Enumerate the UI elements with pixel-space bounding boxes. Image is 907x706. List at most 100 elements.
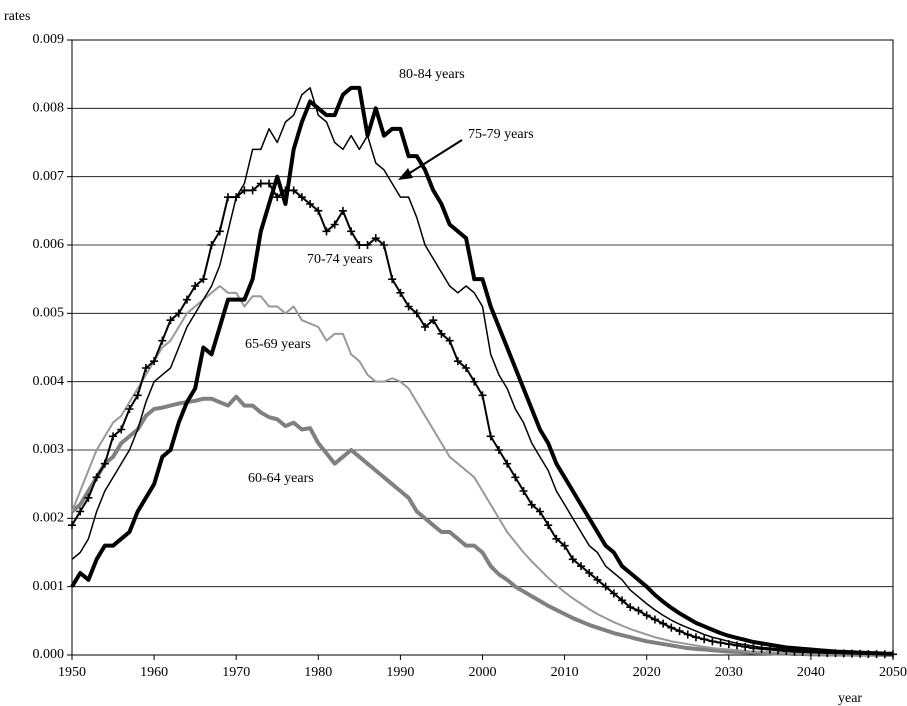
point-marker <box>347 227 356 236</box>
x-tick-label: 2050 <box>879 665 907 680</box>
point-marker <box>708 637 717 646</box>
point-marker <box>757 644 766 653</box>
point-marker <box>421 323 430 331</box>
point-marker <box>388 275 397 284</box>
point-marker <box>166 316 175 325</box>
point-marker <box>355 241 364 249</box>
point-marker <box>158 336 167 345</box>
point-marker <box>338 206 347 215</box>
y-tick-label: 0.001 <box>33 579 65 594</box>
series-line <box>71 285 894 656</box>
y-tick-label: 0.009 <box>33 32 65 47</box>
y-tick-label: 0.003 <box>33 442 65 457</box>
point-marker <box>117 425 126 434</box>
y-tick-label: 0.005 <box>33 306 65 321</box>
y-tick-label: 0.006 <box>33 237 65 252</box>
series-line <box>70 85 894 656</box>
point-marker <box>273 193 282 202</box>
y-axis-label: rates <box>4 9 30 24</box>
annotation-arrowhead <box>398 168 413 180</box>
series-label: 75-79 years <box>468 127 534 142</box>
series-label: 65-69 years <box>245 337 311 352</box>
point-marker <box>470 377 479 386</box>
point-marker <box>429 316 438 325</box>
point-marker <box>133 391 142 400</box>
point-marker <box>150 357 159 366</box>
point-marker <box>322 227 331 236</box>
point-marker <box>494 446 503 454</box>
point-marker <box>92 473 101 482</box>
point-marker <box>675 627 684 636</box>
point-marker <box>297 193 306 202</box>
point-marker <box>609 589 618 598</box>
point-marker <box>568 555 577 564</box>
point-marker <box>363 241 372 249</box>
point-marker <box>248 186 257 195</box>
point-marker <box>453 357 462 366</box>
point-marker <box>199 275 208 284</box>
x-axis-label: year <box>838 691 862 706</box>
point-marker <box>396 288 405 297</box>
point-marker <box>642 611 651 620</box>
x-tick-label: 1980 <box>304 665 332 680</box>
point-marker <box>437 329 446 338</box>
point-marker <box>125 405 134 413</box>
point-marker <box>462 364 471 372</box>
point-marker <box>544 521 553 530</box>
series-label: 70-74 years <box>307 252 373 267</box>
point-marker <box>215 227 224 236</box>
point-marker <box>265 179 274 188</box>
point-marker <box>667 623 676 632</box>
point-marker <box>76 507 85 516</box>
x-tick-label: 1950 <box>58 665 86 680</box>
point-marker <box>404 302 413 311</box>
point-marker <box>659 619 668 628</box>
x-tick-label: 1970 <box>222 665 250 680</box>
point-marker <box>519 487 528 495</box>
point-marker <box>256 179 265 188</box>
plot-frame <box>71 39 894 656</box>
point-marker <box>650 615 659 624</box>
point-marker <box>511 473 520 482</box>
point-marker <box>174 309 183 318</box>
point-marker <box>700 635 709 644</box>
y-tick-label: 0.007 <box>33 169 65 184</box>
point-marker <box>240 186 249 195</box>
y-tick-label: 0.004 <box>33 374 65 389</box>
point-marker <box>634 606 643 615</box>
point-marker <box>84 493 93 502</box>
point-marker <box>593 575 602 584</box>
point-marker <box>691 633 700 642</box>
series-label: 80-84 years <box>399 67 465 82</box>
series-line <box>70 394 893 657</box>
point-marker <box>503 459 512 468</box>
point-marker <box>765 645 774 654</box>
point-marker <box>577 562 586 571</box>
point-marker <box>100 459 109 468</box>
series-line <box>71 87 894 655</box>
x-tick-label: 2010 <box>551 665 579 680</box>
point-marker <box>683 630 692 639</box>
point-marker <box>560 541 569 550</box>
point-marker <box>207 241 216 249</box>
point-marker <box>445 336 454 345</box>
point-marker <box>191 282 200 290</box>
y-tick-label: 0.000 <box>33 647 65 662</box>
point-marker <box>182 295 191 304</box>
point-marker <box>314 206 323 215</box>
point-marker <box>306 200 315 208</box>
series-label: 60-64 years <box>248 471 314 486</box>
point-marker <box>535 507 544 516</box>
point-marker <box>289 186 298 195</box>
point-marker <box>223 193 232 202</box>
point-marker <box>412 309 421 318</box>
annotation-arrow <box>404 139 463 177</box>
point-marker <box>371 234 380 243</box>
point-marker <box>68 521 76 530</box>
y-tick-label: 0.002 <box>33 511 65 526</box>
x-tick-label: 2000 <box>469 665 497 680</box>
series-line <box>71 182 894 656</box>
point-marker <box>601 582 610 591</box>
point-marker <box>618 596 627 605</box>
